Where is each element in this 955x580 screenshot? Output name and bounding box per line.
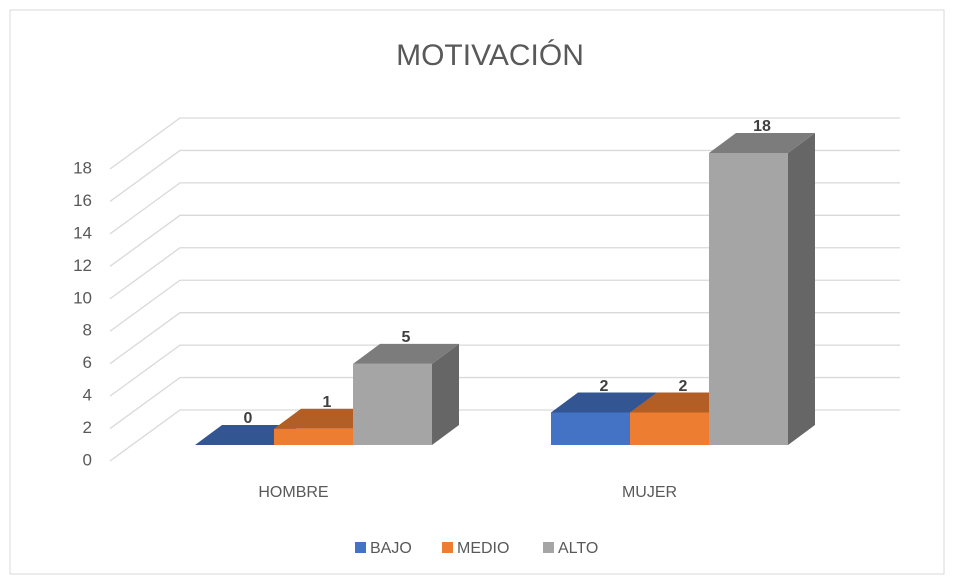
y-tick-label: 18 — [73, 158, 92, 177]
bar-front — [353, 363, 432, 445]
bar-top — [353, 343, 459, 364]
y-tick-label: 10 — [73, 288, 92, 307]
bar — [709, 133, 815, 445]
grid-line — [109, 376, 900, 430]
data-label: 2 — [600, 378, 609, 395]
bar — [353, 343, 459, 445]
data-label: 18 — [753, 118, 771, 135]
y-tick-label: 12 — [73, 256, 92, 275]
grid-line — [109, 117, 900, 170]
bar-side — [788, 133, 815, 445]
x-tick-label: HOMBRE — [258, 484, 328, 501]
legend-label: ALTO — [558, 540, 598, 557]
y-tick-label: 16 — [73, 191, 92, 210]
data-label: 1 — [323, 394, 332, 411]
grid-line — [109, 149, 900, 202]
y-tick-label: 6 — [83, 353, 92, 372]
legend-swatch — [543, 542, 554, 553]
data-label: 5 — [402, 329, 411, 346]
grid-line — [109, 214, 900, 267]
x-tick-label: MUJER — [622, 484, 677, 501]
bar-side — [432, 343, 459, 445]
grid-line — [109, 182, 900, 235]
legend-swatch — [442, 542, 453, 553]
bar-top — [551, 392, 657, 413]
y-tick-label: 14 — [73, 223, 92, 242]
bar-top — [709, 133, 815, 153]
legend-label: MEDIO — [457, 540, 509, 557]
grid-line — [109, 344, 900, 397]
bar-front — [551, 412, 630, 445]
legend-swatch — [355, 542, 366, 553]
chart-title: MOTIVACIÓN — [396, 39, 584, 72]
grid-line — [109, 247, 900, 300]
data-label: 0 — [244, 410, 253, 427]
bar-front — [630, 412, 709, 445]
y-tick-label: 4 — [83, 386, 92, 405]
grid-line — [109, 279, 900, 332]
grid-line — [109, 312, 900, 365]
y-tick-label: 2 — [83, 418, 92, 437]
y-tick-label: 0 — [83, 450, 92, 469]
y-tick-label: 8 — [83, 321, 92, 340]
data-label: 2 — [679, 378, 688, 395]
bar-front — [709, 153, 788, 445]
legend-label: BAJO — [370, 540, 412, 557]
bar-front — [274, 428, 353, 445]
